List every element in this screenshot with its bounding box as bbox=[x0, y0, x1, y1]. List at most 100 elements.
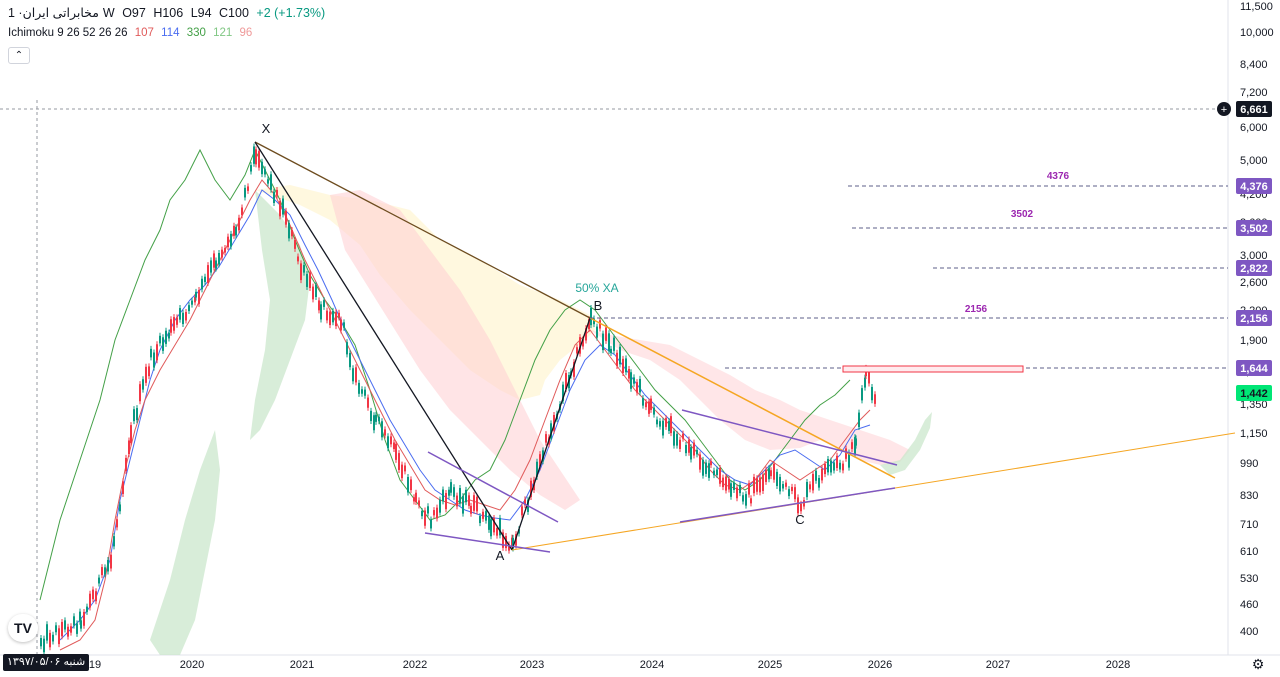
candle-body bbox=[139, 384, 141, 402]
candle-body bbox=[404, 465, 406, 472]
time-axis[interactable]: 19 2020 2021 2022 2023 2024 2025 2026 2027 2028 bbox=[89, 659, 1130, 671]
candle-body bbox=[759, 477, 761, 493]
tradingview-logo-icon[interactable]: TV bbox=[8, 614, 38, 642]
price-label: 3,502 bbox=[1240, 223, 1268, 235]
candle-body bbox=[656, 419, 658, 425]
candle-body bbox=[315, 284, 317, 298]
candle-body bbox=[442, 489, 444, 502]
candle-body bbox=[424, 510, 426, 526]
price-axis[interactable]: 11,50010,0008,4007,2006,0005,0004,2003,6… bbox=[1217, 1, 1274, 638]
candle-body bbox=[176, 317, 178, 325]
candle-body bbox=[800, 503, 802, 512]
indicator-legend[interactable]: Ichimoku 9 26 52 26 26 107 114 330 121 9… bbox=[8, 27, 256, 39]
candle-body bbox=[573, 362, 575, 377]
candle-body bbox=[195, 291, 197, 298]
candle-body bbox=[710, 461, 712, 466]
y-tick-label: 1,150 bbox=[1240, 428, 1268, 440]
candle-body bbox=[653, 407, 655, 415]
candle-body bbox=[785, 482, 787, 487]
candle-body bbox=[439, 499, 441, 513]
candle-body bbox=[355, 367, 357, 383]
candle-body bbox=[285, 210, 287, 225]
candle-body bbox=[782, 484, 784, 489]
candle-body bbox=[806, 481, 808, 498]
wedge-lower-1 bbox=[424, 532, 551, 553]
candle-body bbox=[343, 322, 345, 328]
candle-body bbox=[401, 464, 403, 479]
candle-body bbox=[648, 401, 650, 414]
candle-body bbox=[329, 311, 331, 326]
candle-body bbox=[320, 304, 322, 320]
symbol-name[interactable]: مخابراتی ایران bbox=[22, 6, 99, 20]
candle-body bbox=[756, 478, 758, 492]
candle-body bbox=[142, 379, 144, 390]
candle-body bbox=[294, 240, 296, 249]
candle-body bbox=[267, 179, 269, 184]
candle-body bbox=[201, 278, 203, 290]
candle-body bbox=[116, 519, 118, 528]
cloud-area-green-future bbox=[880, 412, 932, 475]
collapse-legend-button[interactable]: ⌃ bbox=[8, 47, 30, 64]
candle-body bbox=[145, 366, 147, 383]
candle-body bbox=[616, 352, 618, 366]
candle-body bbox=[745, 494, 747, 506]
candle-body bbox=[716, 469, 718, 476]
candle-body bbox=[253, 146, 255, 164]
candle-body bbox=[730, 483, 732, 497]
candle-body bbox=[579, 337, 581, 354]
candle-body bbox=[436, 507, 438, 519]
candle-body bbox=[76, 623, 78, 634]
candle-body bbox=[593, 318, 595, 325]
candle-body bbox=[213, 253, 215, 268]
label-target-4376: 4376 bbox=[1047, 171, 1070, 182]
candle-body bbox=[794, 487, 796, 500]
y-tick-label: 7,200 bbox=[1240, 87, 1268, 99]
candle-body bbox=[839, 462, 841, 470]
plus-icon: + bbox=[1221, 104, 1227, 116]
candle-body bbox=[450, 482, 452, 493]
candle-body bbox=[636, 382, 638, 393]
x-tick-label: 2024 bbox=[640, 659, 664, 671]
candle-body bbox=[241, 207, 243, 216]
candle-body bbox=[854, 437, 856, 455]
candle-body bbox=[282, 198, 284, 215]
candle-body bbox=[818, 477, 820, 488]
candle-body bbox=[361, 389, 363, 394]
price-label: 2,156 bbox=[1240, 313, 1268, 325]
candle-body bbox=[768, 468, 770, 480]
candle-body bbox=[512, 537, 514, 549]
candle-body bbox=[659, 421, 661, 427]
price-label-bg bbox=[1236, 310, 1272, 326]
candle-body bbox=[496, 528, 498, 536]
candle-body bbox=[739, 485, 741, 494]
candle-body bbox=[133, 409, 135, 422]
candle-body bbox=[502, 532, 504, 548]
candle-body bbox=[633, 377, 635, 384]
candle-body bbox=[128, 440, 130, 455]
candle-body bbox=[309, 272, 311, 289]
x-tick-label: 2025 bbox=[758, 659, 782, 671]
price-label: 1,644 bbox=[1240, 363, 1268, 375]
candle-body bbox=[750, 498, 752, 504]
label-c: C bbox=[795, 512, 804, 527]
candle-body bbox=[508, 544, 510, 551]
candle-body bbox=[773, 463, 775, 480]
chikou-span-line bbox=[39, 148, 851, 601]
candle-body bbox=[765, 469, 767, 482]
candle-body bbox=[576, 347, 578, 354]
interval[interactable]: · 1W bbox=[8, 6, 115, 20]
cloud-area-green-early bbox=[150, 430, 220, 655]
candle-body bbox=[303, 265, 305, 273]
label-a: A bbox=[496, 548, 505, 563]
candle-body bbox=[264, 169, 266, 175]
candle-body bbox=[101, 567, 103, 576]
candle-body bbox=[676, 434, 678, 446]
price-label-bg bbox=[1236, 101, 1272, 117]
candle-body bbox=[545, 434, 547, 443]
candle-body bbox=[445, 493, 447, 510]
y-tick-label: 460 bbox=[1240, 599, 1258, 611]
candle-body bbox=[233, 225, 235, 236]
candle-body bbox=[210, 260, 212, 273]
settings-gear-icon[interactable]: ⚙ bbox=[1251, 656, 1265, 672]
